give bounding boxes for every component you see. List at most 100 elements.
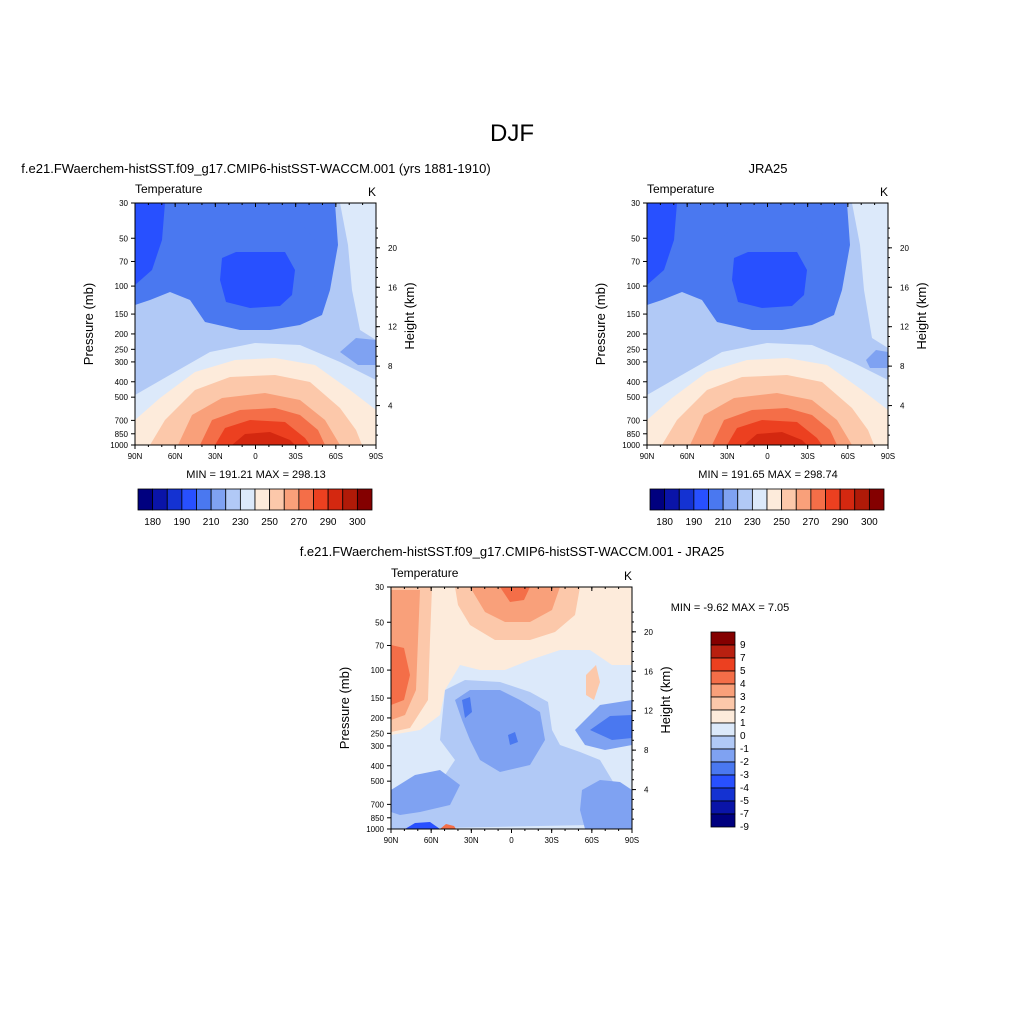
model-minmax: MIN = 191.21 MAX = 298.13 [186, 469, 325, 481]
y-axis-label: Pressure (mb) [593, 283, 608, 365]
diff-band-top-warm [470, 587, 560, 622]
colorbar-label: -7 [740, 809, 749, 820]
diff-band-spot-cold-2 [508, 732, 518, 745]
colorbar-label: -2 [740, 757, 749, 768]
lat-tick-label: 0 [509, 836, 514, 845]
pressure-tick-label: 70 [375, 641, 384, 650]
model-panel: f.e21.FWaerchem-histSST.f09_g17.CMIP6-hi… [21, 161, 490, 528]
obs-axes: 3050701001502002503004005007008501000481… [593, 199, 929, 461]
diff-band-upper-warm [391, 587, 632, 735]
diff-band-spot-cold [462, 697, 472, 718]
colorbar-swatch [710, 813, 736, 828]
colorbar-label: 3 [740, 692, 746, 703]
pressure-tick-label: 1000 [366, 825, 384, 834]
pressure-tick-label: 500 [627, 393, 641, 402]
height-tick-label: 8 [900, 362, 905, 371]
pressure-tick-label: 150 [115, 310, 129, 319]
colorbar-swatch [708, 488, 724, 511]
colorbar-swatch [342, 488, 358, 511]
model-axes: 3050701001502002503004005007008501000481… [81, 199, 417, 461]
colorbar-swatch [710, 787, 736, 802]
colorbar-swatch [356, 488, 373, 511]
colorbar-label: 9 [740, 640, 746, 651]
obs-panel: JRA25 Temperature K 30507010015020025030… [593, 161, 929, 528]
lat-tick-label: 0 [765, 452, 770, 461]
lat-tick-label: 60N [424, 836, 439, 845]
colorbar-label: 300 [861, 517, 878, 528]
height-tick-label: 8 [388, 362, 393, 371]
lat-tick-label: 90S [625, 836, 639, 845]
model-band-right-blob [340, 338, 376, 365]
pressure-tick-label: 400 [627, 378, 641, 387]
pressure-tick-label: 850 [627, 430, 641, 439]
diff-variable-label: Temperature [391, 566, 459, 580]
colorbar-swatch [810, 488, 826, 511]
pressure-tick-label: 250 [627, 345, 641, 354]
colorbar-swatch [693, 488, 709, 511]
colorbar-swatch [664, 488, 680, 511]
diff-band-mid-warm [586, 665, 600, 700]
pressure-tick-label: 30 [631, 199, 640, 208]
lat-tick-label: 90S [881, 452, 895, 461]
colorbar-label: 2 [740, 705, 746, 716]
model-band-coldest [220, 252, 295, 308]
diff-minmax: MIN = -9.62 MAX = 7.05 [671, 602, 790, 614]
pressure-tick-label: 100 [371, 666, 385, 675]
diff-band-lower-cold [391, 770, 460, 815]
colorbar-label: 230 [744, 517, 761, 528]
colorbar-swatch [225, 488, 241, 511]
lat-tick-label: 30S [289, 452, 303, 461]
lat-tick-label: 0 [253, 452, 258, 461]
colorbar-swatch [239, 488, 256, 511]
colorbar-label: -1 [740, 744, 749, 755]
diff-band-mid-cold [455, 690, 545, 772]
colorbar-swatch [152, 488, 168, 511]
model-units-label: K [368, 185, 376, 199]
y-axis-label: Pressure (mb) [81, 283, 96, 365]
diff-band-top-warmest [500, 587, 530, 602]
colorbar-swatch [710, 761, 736, 776]
colorbar-label: 4 [740, 679, 746, 690]
pressure-tick-label: 250 [371, 729, 385, 738]
lat-tick-label: 60S [841, 452, 855, 461]
colorbar-label: 250 [773, 517, 790, 528]
y2-axis-label: Height (km) [658, 666, 673, 733]
colorbar-swatch [210, 488, 227, 511]
obs-band-warmest [744, 432, 807, 445]
height-tick-label: 4 [388, 402, 393, 411]
pressure-tick-label: 200 [371, 714, 385, 723]
colorbar-swatch [710, 748, 736, 763]
diff-field [391, 587, 632, 829]
height-tick-label: 20 [388, 244, 397, 253]
colorbar-label: -9 [740, 822, 749, 833]
pressure-tick-label: 300 [371, 742, 385, 751]
colorbar-label: 270 [291, 517, 308, 528]
diff-band-sfc-cold [405, 822, 440, 829]
model-field [135, 203, 376, 445]
colorbar-swatch [710, 631, 736, 646]
diff-band-right-colder [590, 715, 632, 740]
colorbar-swatch [710, 735, 736, 750]
diff-panel: f.e21.FWaerchem-histSST.f09_g17.CMIP6-hi… [300, 544, 790, 845]
height-tick-label: 20 [644, 628, 653, 637]
colorbar-label: 7 [740, 653, 746, 664]
pressure-tick-label: 300 [115, 358, 129, 367]
model-band-left-cold [135, 203, 165, 285]
pressure-tick-label: 70 [631, 257, 640, 266]
pressure-tick-label: 700 [115, 416, 129, 425]
pressure-tick-label: 30 [375, 583, 384, 592]
colorbar-swatch [254, 488, 271, 511]
height-tick-label: 4 [900, 402, 905, 411]
diff-band-lower-right-cold [580, 780, 632, 829]
height-tick-label: 16 [644, 667, 653, 676]
pressure-tick-label: 100 [627, 282, 641, 291]
colorbar-swatch [839, 488, 856, 511]
pressure-tick-label: 50 [119, 234, 128, 243]
obs-variable-label: Temperature [647, 182, 715, 196]
colorbar-label: 190 [174, 517, 191, 528]
colorbar-swatch [137, 488, 154, 511]
colorbar-label: -3 [740, 770, 749, 781]
obs-title: JRA25 [748, 161, 787, 176]
lat-tick-label: 30S [545, 836, 559, 845]
height-tick-label: 12 [900, 323, 909, 332]
